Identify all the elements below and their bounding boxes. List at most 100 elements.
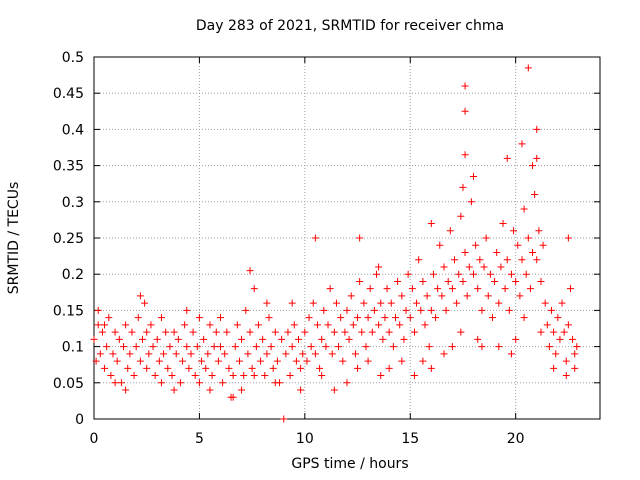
data-point: [514, 241, 522, 249]
data-point: [122, 321, 130, 329]
y-tick-label: 0.15: [53, 303, 84, 319]
data-point: [250, 285, 258, 293]
data-point: [383, 285, 391, 293]
data-point: [554, 314, 562, 322]
y-tick-label: 0.25: [53, 231, 84, 247]
data-point: [117, 379, 125, 387]
data-point: [332, 299, 340, 307]
data-point: [507, 270, 515, 278]
data-point: [434, 285, 442, 293]
data-point: [292, 357, 300, 365]
data-point: [113, 357, 121, 365]
data-point: [101, 364, 109, 372]
data-point: [166, 343, 174, 351]
data-point: [558, 299, 566, 307]
data-point: [157, 314, 165, 322]
data-point: [322, 343, 330, 351]
data-point: [200, 335, 208, 343]
data-point: [440, 263, 448, 271]
data-point: [265, 314, 273, 322]
data-point: [541, 299, 549, 307]
data-point: [360, 299, 368, 307]
data-point: [136, 292, 144, 300]
data-point: [339, 357, 347, 365]
data-point: [94, 321, 102, 329]
y-tick-label: 0.5: [62, 50, 84, 66]
data-point: [128, 328, 136, 336]
data-point: [225, 364, 233, 372]
data-point: [503, 154, 511, 162]
data-point: [179, 357, 187, 365]
data-point: [347, 292, 355, 300]
data-point: [313, 321, 321, 329]
data-point: [115, 335, 123, 343]
data-point: [461, 248, 469, 256]
data-point: [474, 335, 482, 343]
y-tick-label: 0.45: [53, 86, 84, 102]
data-point: [419, 277, 427, 285]
data-point: [231, 343, 239, 351]
data-point: [427, 306, 435, 314]
data-point: [493, 248, 501, 256]
data-point: [172, 350, 180, 358]
data-point: [160, 350, 168, 358]
data-point: [491, 277, 499, 285]
data-point: [98, 328, 106, 336]
data-point: [147, 321, 155, 329]
data-point: [219, 379, 227, 387]
data-point: [495, 343, 503, 351]
data-point: [427, 364, 435, 372]
data-point: [326, 285, 334, 293]
x-tick-label: 5: [195, 431, 204, 447]
data-point: [571, 364, 579, 372]
data-point: [518, 256, 526, 264]
data-point: [92, 357, 100, 365]
data-point: [278, 335, 286, 343]
data-point: [136, 357, 144, 365]
data-point: [151, 372, 159, 380]
data-point: [472, 241, 480, 249]
x-tick-label: 10: [296, 431, 314, 447]
data-point: [537, 328, 545, 336]
data-point: [183, 343, 191, 351]
data-point: [309, 299, 317, 307]
data-point: [96, 350, 104, 358]
data-point: [132, 343, 140, 351]
x-tick-label: 0: [90, 431, 99, 447]
data-point: [564, 234, 572, 242]
data-point: [235, 357, 243, 365]
data-point: [501, 285, 509, 293]
data-point: [157, 379, 165, 387]
data-point: [446, 227, 454, 235]
data-point: [404, 270, 412, 278]
data-point: [223, 328, 231, 336]
data-point: [183, 306, 191, 314]
data-point: [174, 335, 182, 343]
data-point: [238, 335, 246, 343]
data-point: [457, 212, 465, 220]
data-point: [526, 285, 534, 293]
data-point: [474, 285, 482, 293]
data-point: [484, 292, 492, 300]
data-point: [461, 151, 469, 159]
data-point: [417, 306, 425, 314]
data-point: [141, 299, 149, 307]
data-point: [512, 335, 520, 343]
data-point: [120, 343, 128, 351]
data-point: [543, 321, 551, 329]
data-point: [516, 292, 524, 300]
data-point: [448, 343, 456, 351]
data-point: [564, 321, 572, 329]
data-point: [503, 256, 511, 264]
data-point: [181, 321, 189, 329]
data-point: [288, 299, 296, 307]
data-point: [299, 350, 307, 358]
data-point: [259, 335, 267, 343]
data-point: [284, 328, 292, 336]
data-point: [273, 357, 281, 365]
data-point: [512, 277, 520, 285]
data-point: [170, 328, 178, 336]
data-point: [391, 314, 399, 322]
data-point: [155, 357, 163, 365]
data-point: [394, 277, 402, 285]
